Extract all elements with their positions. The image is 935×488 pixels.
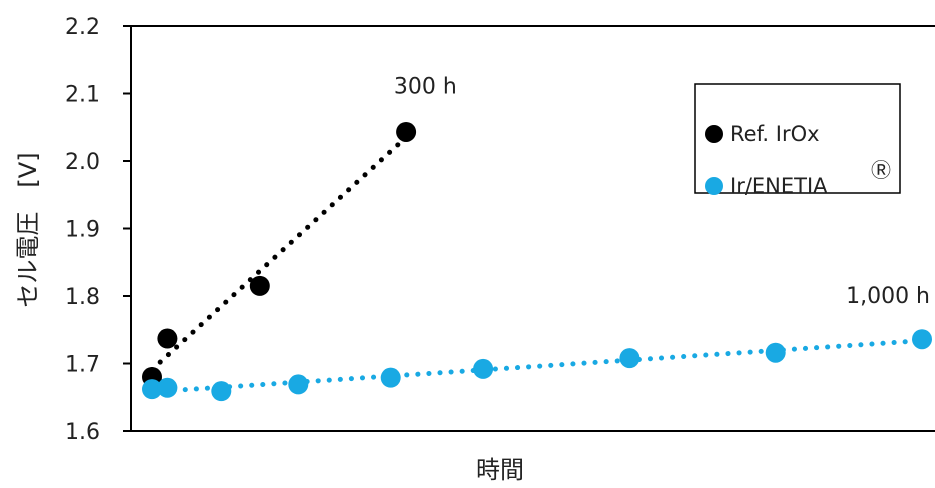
annotations: 300 h 1,000 h <box>394 75 930 309</box>
data-point-series-1 <box>380 367 401 388</box>
data-point-series-1 <box>765 342 786 363</box>
data-point-series-1 <box>619 348 640 369</box>
legend-label-ref-irox: Ref. IrOx <box>730 122 820 146</box>
y-tick-label: 2.2 <box>65 15 100 40</box>
data-point-series-0 <box>396 121 417 142</box>
legend-label-ir-enetia-mark: Ⓡ <box>871 158 891 182</box>
data-point-series-0 <box>157 328 178 349</box>
legend: Ref. IrOx Ir/ENETIA Ⓡ <box>694 83 901 198</box>
y-axis-title: セル電圧 [V] <box>14 152 42 307</box>
data-point-series-1 <box>142 379 162 400</box>
trendline-series-0 <box>149 134 409 373</box>
data-point-series-1 <box>912 329 932 350</box>
annotation-label: 1,000 h <box>846 284 930 309</box>
data-point-series-1 <box>473 358 494 379</box>
y-tick-label: 1.7 <box>65 353 100 378</box>
legend-marker-ref-irox <box>705 125 723 143</box>
data-point-series-1 <box>211 381 232 402</box>
trendline-series-1 <box>149 338 925 395</box>
legend-marker-ir-enetia <box>705 177 723 195</box>
trendlines <box>149 134 925 395</box>
y-tick-label: 1.6 <box>65 420 100 445</box>
legend-box <box>694 83 901 194</box>
data-point-series-1 <box>288 374 309 395</box>
y-tick-label: 1.8 <box>65 285 100 310</box>
data-point-series-0 <box>249 275 270 296</box>
data-point-series-1 <box>157 377 178 398</box>
data-points <box>142 121 932 402</box>
y-tick-label: 1.9 <box>65 218 100 243</box>
annotation-label: 300 h <box>394 75 457 100</box>
y-tick-label: 2.0 <box>65 150 100 175</box>
y-tick-label: 2.1 <box>65 83 100 108</box>
legend-label-ir-enetia: Ir/ENETIA <box>730 174 828 198</box>
x-axis-title: 時間 <box>476 456 524 484</box>
y-ticks: 1.6 1.7 1.8 1.9 2.0 2.1 2.2 <box>65 15 131 445</box>
